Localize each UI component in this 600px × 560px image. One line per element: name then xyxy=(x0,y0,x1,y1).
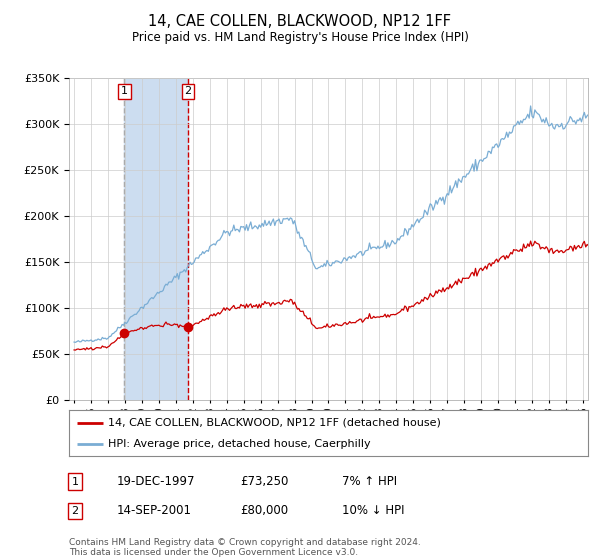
Text: 14, CAE COLLEN, BLACKWOOD, NP12 1FF (detached house): 14, CAE COLLEN, BLACKWOOD, NP12 1FF (det… xyxy=(108,418,441,428)
Text: 14, CAE COLLEN, BLACKWOOD, NP12 1FF: 14, CAE COLLEN, BLACKWOOD, NP12 1FF xyxy=(149,14,452,29)
Text: HPI: Average price, detached house, Caerphilly: HPI: Average price, detached house, Caer… xyxy=(108,439,371,449)
Text: 1: 1 xyxy=(121,86,128,96)
Text: 2: 2 xyxy=(71,506,79,516)
Text: Price paid vs. HM Land Registry's House Price Index (HPI): Price paid vs. HM Land Registry's House … xyxy=(131,31,469,44)
Text: Contains HM Land Registry data © Crown copyright and database right 2024.
This d: Contains HM Land Registry data © Crown c… xyxy=(69,538,421,557)
Text: 10% ↓ HPI: 10% ↓ HPI xyxy=(342,504,404,517)
Text: £73,250: £73,250 xyxy=(240,475,289,488)
Text: 2: 2 xyxy=(184,86,191,96)
Text: 14-SEP-2001: 14-SEP-2001 xyxy=(117,504,192,517)
Text: 1: 1 xyxy=(71,477,79,487)
Bar xyxy=(124,78,188,400)
Text: 7% ↑ HPI: 7% ↑ HPI xyxy=(342,475,397,488)
Text: £80,000: £80,000 xyxy=(240,504,288,517)
Text: 19-DEC-1997: 19-DEC-1997 xyxy=(117,475,196,488)
